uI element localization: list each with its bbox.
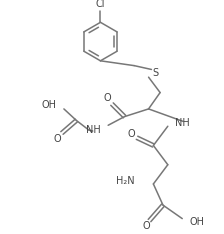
Text: O: O [53, 134, 61, 144]
Text: O: O [127, 129, 135, 139]
Text: NH: NH [174, 118, 189, 128]
Text: OH: OH [190, 217, 205, 227]
Text: OH: OH [41, 100, 56, 110]
Text: Cl: Cl [96, 0, 105, 9]
Text: H₂N: H₂N [116, 176, 134, 186]
Text: O: O [103, 93, 111, 103]
Text: NH: NH [86, 125, 100, 135]
Text: S: S [152, 68, 159, 78]
Text: O: O [143, 221, 151, 231]
